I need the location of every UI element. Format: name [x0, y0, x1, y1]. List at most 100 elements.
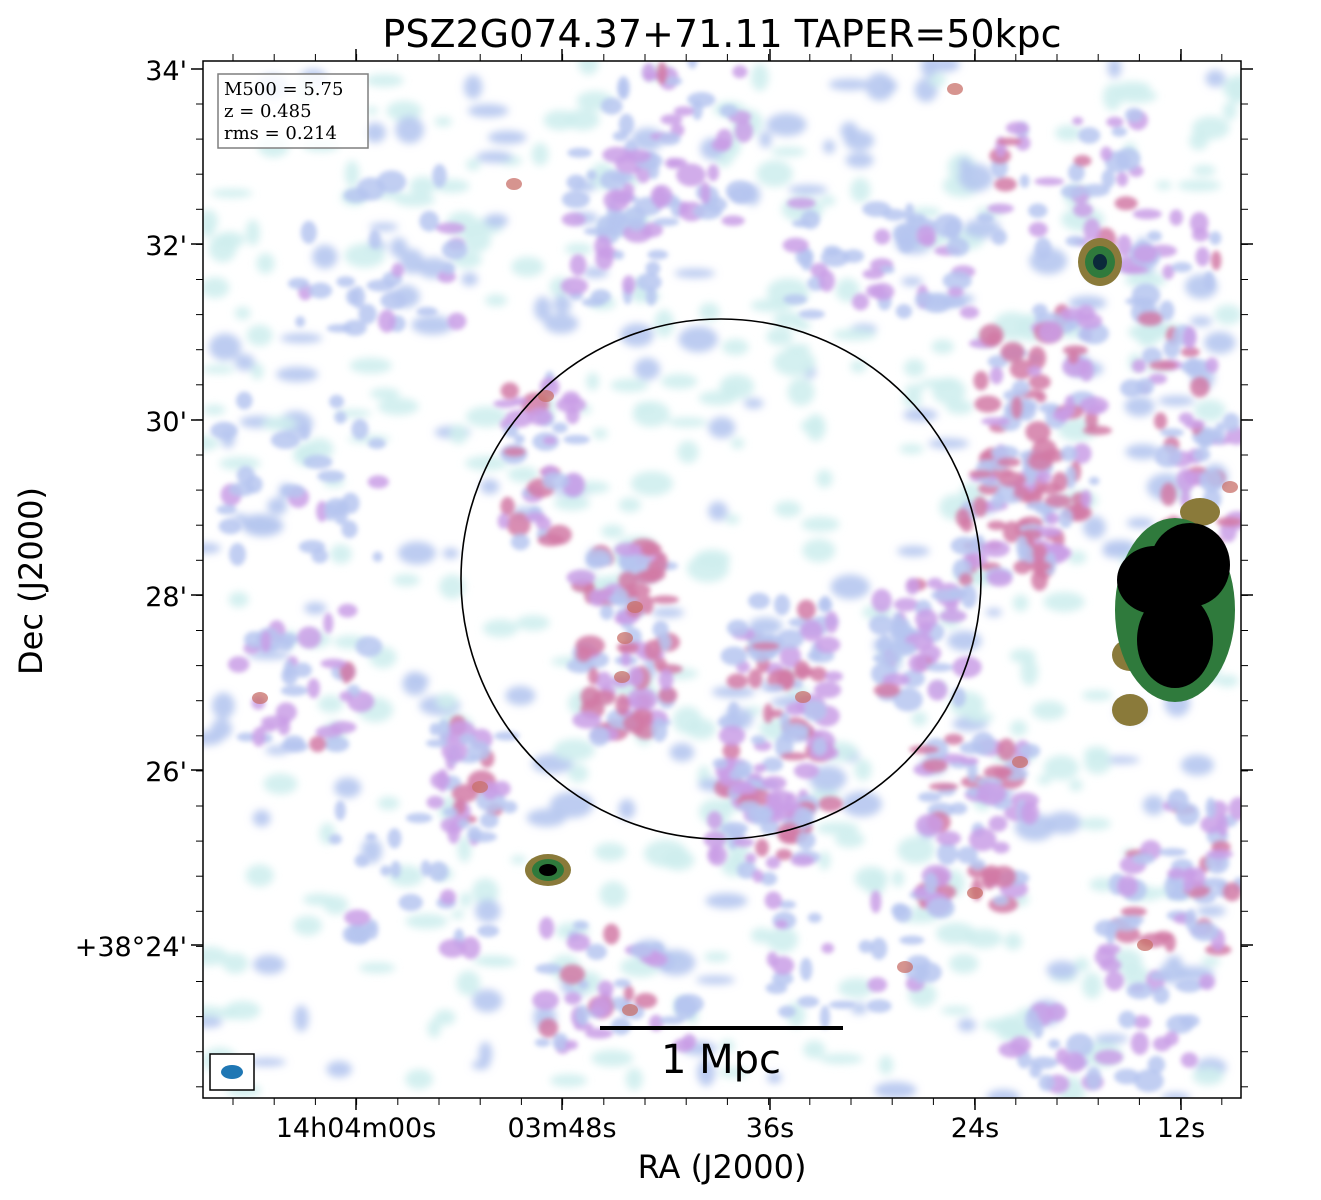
emission-patch [905, 577, 920, 595]
emission-patch [586, 943, 607, 961]
emission-patch [1198, 974, 1216, 990]
emission-patch [380, 291, 407, 310]
noise-patch [303, 893, 336, 906]
emission-patch [736, 861, 757, 879]
hot-spot [622, 1004, 638, 1016]
noise-patch [553, 495, 591, 511]
emission-patch [771, 971, 794, 986]
noise-patch [850, 360, 867, 373]
noise-patch [568, 764, 589, 783]
emission-patch [612, 250, 625, 260]
emission-patch [958, 572, 973, 587]
emission-patch [800, 247, 813, 271]
noise-patch [365, 106, 379, 115]
noise-patch [832, 328, 877, 341]
noise-patch [434, 1009, 456, 1026]
emission-patch [994, 177, 1017, 192]
emission-patch [1126, 982, 1154, 1000]
emission-patch [915, 291, 934, 307]
emission-patch [367, 475, 389, 489]
emission-patch [786, 197, 816, 209]
emission-patch [1052, 471, 1068, 492]
hot-spot [1137, 939, 1153, 951]
emission-patch [651, 595, 679, 604]
emission-patch [1190, 922, 1220, 942]
noise-patch [1214, 304, 1241, 325]
emission-patch [996, 457, 1021, 468]
emission-patch [891, 903, 908, 918]
emission-patch [1077, 312, 1103, 330]
noise-patch [599, 881, 627, 908]
emission-patch [307, 678, 320, 699]
emission-patch [270, 431, 301, 449]
emission-patch [1193, 447, 1211, 462]
noise-patch [326, 1060, 353, 1078]
noise-patch [931, 339, 955, 354]
x-tick-label: 14h04m00s [276, 1113, 437, 1144]
emission-patch [1016, 535, 1028, 558]
noise-patch [256, 253, 275, 274]
emission-patch [950, 536, 979, 555]
noise-patch [211, 692, 235, 719]
emission-patch [997, 738, 1016, 761]
emission-patch [584, 1028, 613, 1039]
noise-patch [466, 158, 481, 171]
emission-patch [293, 662, 312, 678]
noise-patch [677, 440, 699, 464]
emission-patch [768, 709, 785, 718]
emission-patch [1038, 321, 1063, 343]
emission-patch [729, 769, 746, 781]
emission-patch [552, 1033, 569, 1051]
emission-patch [500, 382, 519, 400]
emission-patch [1159, 300, 1175, 321]
noise-patch [531, 142, 549, 166]
noise-patch [903, 358, 926, 377]
emission-patch [746, 807, 770, 823]
emission-patch [1132, 853, 1155, 865]
emission-patch [866, 999, 892, 1013]
noise-patch [1222, 101, 1237, 121]
emission-patch [564, 992, 582, 1005]
emission-patch [959, 306, 980, 319]
noise-patch [958, 157, 972, 174]
emission-patch [908, 653, 929, 673]
noise-patch [203, 542, 221, 554]
emission-patch [1105, 970, 1124, 991]
emission-patch [1205, 849, 1234, 859]
emission-patch [1013, 485, 1030, 499]
noise-patch [766, 327, 793, 346]
emission-patch [644, 952, 668, 967]
noise-patch [480, 479, 500, 495]
emission-patch [939, 609, 967, 623]
noise-patch [369, 222, 399, 232]
y-tick-label: 34' [145, 56, 187, 87]
emission-patch [308, 282, 333, 299]
emission-patch [501, 800, 518, 814]
emission-patch [426, 795, 444, 809]
emission-patch [1152, 985, 1170, 1005]
emission-patch [1031, 568, 1048, 591]
emission-patch [812, 737, 827, 756]
emission-patch [1055, 1048, 1070, 1065]
noise-patch [662, 849, 695, 871]
noise-patch [349, 357, 392, 374]
emission-patch [1120, 379, 1144, 398]
emission-patch [1167, 891, 1189, 901]
noise-patch [660, 373, 698, 389]
emission-patch [416, 306, 438, 317]
emission-patch [251, 727, 266, 747]
beam-box [209, 1053, 255, 1091]
noise-patch [459, 892, 472, 908]
emission-patch [778, 1005, 796, 1018]
emission-patch [372, 551, 383, 563]
emission-patch [405, 812, 433, 824]
emission-patch [535, 963, 563, 974]
emission-patch [989, 366, 1004, 385]
emission-patch [716, 128, 733, 151]
emission-patch [311, 548, 329, 564]
emission-patch [1011, 396, 1023, 420]
x-tick-label: 03m48s [507, 1113, 616, 1144]
noise-patch [695, 975, 736, 985]
emission-patch [1133, 1069, 1164, 1093]
hot-spot [472, 781, 488, 793]
